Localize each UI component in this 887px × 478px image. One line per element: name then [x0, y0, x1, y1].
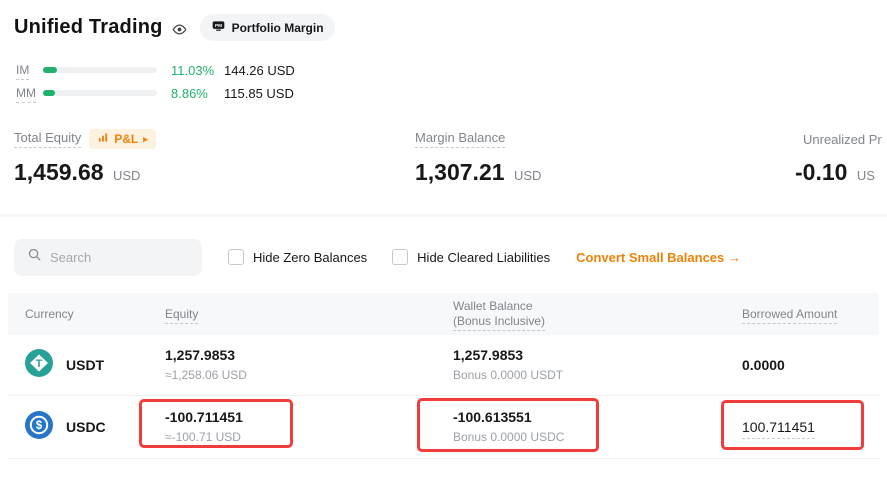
- wallet-balance-cell: 1,257.9853 Bonus 0.0000 USDT: [453, 347, 564, 382]
- hide-zero-balances-checkbox[interactable]: Hide Zero Balances: [228, 249, 367, 265]
- pnl-label: P&L: [114, 132, 139, 146]
- svg-text:$: $: [36, 420, 43, 432]
- im-progress-fill: [43, 67, 57, 73]
- total-equity-stat: Total Equity P&L ▸ 1,459.68 USD: [14, 128, 156, 186]
- hide-cleared-liabilities-checkbox[interactable]: Hide Cleared Liabilities: [392, 249, 550, 265]
- portfolio-margin-label: Portfolio Margin: [231, 20, 324, 35]
- mm-progress-fill: [43, 90, 55, 96]
- im-amount: 144.26 USD: [224, 62, 295, 78]
- equity-cell: 1,257.9853 ≈1,258.06 USD: [165, 347, 247, 382]
- svg-text:T: T: [36, 358, 43, 370]
- coin-name: USDT: [66, 357, 105, 373]
- wallet-balance-cell: -100.613551 Bonus 0.0000 USDC: [453, 409, 565, 444]
- borrowed-amount-cell: 0.0000: [742, 357, 785, 373]
- mm-row: MM 8.86% 115.85 USD: [16, 85, 295, 103]
- im-percent: 11.03%: [171, 62, 215, 78]
- filter-row: Hide Zero Balances Hide Cleared Liabilit…: [14, 238, 741, 276]
- mm-progress-bar: [43, 90, 157, 96]
- pnl-chart-icon: [97, 132, 109, 146]
- coin-cell: T USDT: [25, 335, 104, 395]
- hide-zero-balances-label: Hide Zero Balances: [253, 249, 368, 265]
- search-input[interactable]: [50, 249, 190, 265]
- wallet-balance-header: Wallet Balance (Bonus Inclusive): [453, 299, 546, 331]
- unrealized-pnl-stat: Unrealized Pr -0.10 US: [795, 128, 882, 186]
- margin-balance-value: 1,307.21: [415, 159, 505, 185]
- im-row: IM 11.03% 144.26 USD: [16, 62, 295, 80]
- margin-balance-unit: USD: [513, 168, 542, 183]
- equity-cell: -100.711451 ≈-100.71 USD: [165, 409, 243, 444]
- im-label: IM: [16, 63, 43, 80]
- pnl-button[interactable]: P&L ▸: [89, 129, 156, 149]
- total-equity-unit: USD: [112, 168, 141, 183]
- equity-header: Equity: [165, 307, 199, 324]
- im-progress-bar: [43, 67, 157, 73]
- margin-ratio-block: IM 11.03% 144.26 USD MM 8.86% 115.85 USD: [16, 62, 295, 108]
- checkbox-icon[interactable]: [228, 249, 244, 265]
- table-row-usdt: T USDT 1,257.9853 ≈1,258.06 USD 1,257.98…: [8, 335, 879, 396]
- usdc-icon: $: [25, 410, 53, 444]
- currency-header: Currency: [25, 307, 74, 321]
- coin-cell: $ USDC: [25, 396, 106, 458]
- checkbox-icon[interactable]: [392, 249, 409, 265]
- page-title: Unified Trading: [14, 16, 163, 38]
- total-equity-label: Total Equity: [14, 130, 82, 148]
- margin-balance-label: Margin Balance: [415, 130, 506, 148]
- borrowed-amount-header: Borrowed Amount: [742, 307, 838, 324]
- eye-icon[interactable]: [172, 22, 187, 37]
- unrealized-pnl-label: Unrealized Pr: [803, 131, 882, 147]
- table-header: Currency Equity Wallet Balance (Bonus In…: [8, 293, 879, 335]
- unrealized-pnl-value: -0.10: [795, 159, 848, 185]
- table-row-usdc: $ USDC -100.711451 ≈-100.71 USD -100.613…: [8, 396, 879, 459]
- mm-percent: 8.86%: [171, 85, 208, 101]
- portfolio-margin-badge[interactable]: PM Portfolio Margin: [199, 14, 335, 41]
- borrowed-amount-cell: 100.711451: [742, 419, 815, 439]
- coin-name: USDC: [66, 419, 106, 435]
- hide-cleared-liabilities-label: Hide Cleared Liabilities: [417, 249, 551, 265]
- portfolio-margin-icon: PM: [211, 19, 226, 36]
- convert-small-balances-link[interactable]: Convert Small Balances →: [576, 249, 741, 265]
- search-icon: [27, 247, 42, 267]
- title-row: Unified Trading PM Portfolio Margin: [14, 14, 335, 41]
- section-divider: [0, 214, 887, 217]
- svg-text:PM: PM: [215, 23, 222, 28]
- unrealized-pnl-unit: US: [856, 168, 875, 183]
- caret-right-icon: ▸: [143, 133, 148, 144]
- total-equity-value: 1,459.68: [14, 159, 104, 185]
- mm-label: MM: [16, 86, 43, 103]
- search-box[interactable]: [14, 238, 202, 276]
- margin-balance-stat: Margin Balance 1,307.21 USD: [415, 128, 541, 186]
- mm-amount: 115.85 USD: [224, 85, 294, 101]
- usdt-icon: T: [25, 348, 53, 382]
